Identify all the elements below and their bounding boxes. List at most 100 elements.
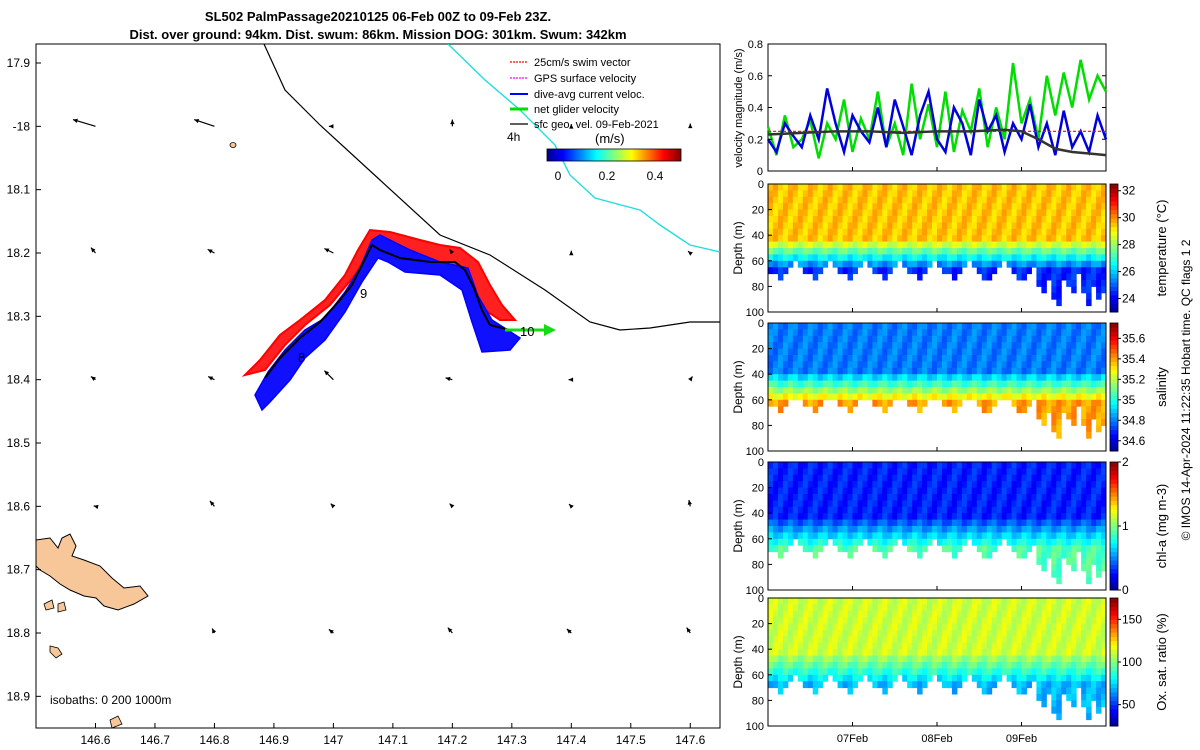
map-x-tick-label: 147 xyxy=(323,733,343,747)
map-y-tick-label: 18.3 xyxy=(7,309,31,323)
profile-cell xyxy=(872,474,878,482)
profile-cell xyxy=(951,526,958,533)
profile-cell xyxy=(1061,630,1067,637)
profile-cell xyxy=(1101,248,1107,255)
profile-cell xyxy=(1096,367,1102,375)
small-island-5 xyxy=(109,715,123,728)
profile-cell xyxy=(832,610,839,618)
profile-cell xyxy=(941,630,948,637)
profile-cell xyxy=(1026,348,1032,356)
profile-cell xyxy=(907,545,913,553)
profile-cell xyxy=(951,209,958,217)
profile-cell xyxy=(1086,617,1092,625)
profile-cell xyxy=(777,248,784,255)
profile-cell xyxy=(1016,545,1022,553)
profile-cell xyxy=(1096,617,1102,625)
profile-cell xyxy=(857,526,863,533)
profile-cell xyxy=(912,241,918,249)
profile-cell xyxy=(991,209,998,217)
profile-cell xyxy=(1086,564,1092,572)
surface-velocity-arrowhead xyxy=(686,627,691,633)
profile-cell xyxy=(907,190,913,198)
profile-cell xyxy=(922,241,928,249)
profile-cell xyxy=(797,500,804,508)
profile-cell xyxy=(1031,655,1037,663)
profile-cell xyxy=(1101,649,1107,657)
profile-cell xyxy=(877,487,883,495)
profile-cell xyxy=(892,393,898,401)
profile-cell xyxy=(941,235,948,243)
profile-cell xyxy=(986,551,993,559)
profile-cell xyxy=(852,636,858,644)
profile-cell xyxy=(827,348,834,356)
profile-cell xyxy=(941,228,948,236)
map-y-tick-label: 18.2 xyxy=(7,246,31,260)
profile-cell xyxy=(1056,630,1062,637)
profile-cell xyxy=(922,355,928,362)
velocity-y-tick-label: 0 xyxy=(757,166,763,178)
profile-cell xyxy=(996,393,1003,401)
profile-cell xyxy=(951,342,958,350)
profile-cell xyxy=(1021,335,1027,343)
profile-cell xyxy=(986,500,993,508)
profile-cell xyxy=(882,500,888,508)
profile-cell xyxy=(787,538,794,546)
profile-cell xyxy=(1101,184,1107,191)
profile-cell xyxy=(946,260,953,268)
profile-cell xyxy=(877,604,883,612)
profile-cell xyxy=(1041,506,1047,514)
profile-cell xyxy=(887,216,893,223)
profile-cell xyxy=(1006,468,1013,476)
profile-cell xyxy=(887,184,893,191)
profile-cell xyxy=(946,513,953,521)
profile-cell xyxy=(922,630,928,637)
profile-cell xyxy=(1071,374,1077,382)
profile-cell xyxy=(917,481,923,489)
profile-cell xyxy=(797,674,804,682)
profile-cell xyxy=(768,662,774,669)
profile-cell xyxy=(872,260,878,268)
profile-cell xyxy=(867,367,873,375)
profile-cell xyxy=(927,361,933,369)
profile-cell xyxy=(937,500,943,508)
profile-cell xyxy=(867,462,873,469)
profile-cell xyxy=(1036,610,1042,618)
profile-cell xyxy=(1071,203,1077,211)
velocity-y-tick-label: 0.6 xyxy=(748,71,763,83)
profile-cell xyxy=(797,481,804,489)
profile-cell xyxy=(817,481,824,489)
profile-cell xyxy=(1096,604,1102,612)
profile-cell xyxy=(917,355,923,362)
profile-cell xyxy=(817,399,824,407)
profile-cell xyxy=(976,216,983,223)
profile-cell xyxy=(892,348,898,356)
profile-cell xyxy=(857,649,863,657)
profile-cell xyxy=(937,348,943,356)
profile-cell xyxy=(996,462,1003,469)
profile-cell xyxy=(1056,700,1062,708)
profile-cell xyxy=(857,513,863,521)
colorbar-tick-label: 34.6 xyxy=(1122,434,1146,448)
profile-cell xyxy=(932,241,938,249)
profile-cell xyxy=(887,630,893,637)
profile-cell xyxy=(867,190,873,198)
profile-cell xyxy=(966,335,973,343)
profile-cell xyxy=(1061,474,1067,482)
profile-cell xyxy=(1036,462,1042,469)
profile-cell xyxy=(1041,196,1047,204)
profile-cell xyxy=(1011,348,1018,356)
colorbar-segment xyxy=(1110,610,1118,616)
profile-cell xyxy=(1071,662,1077,669)
profile-cell xyxy=(1056,254,1062,262)
profile-cell xyxy=(832,348,839,356)
profile-cell xyxy=(827,598,834,605)
profile-cell xyxy=(1066,513,1072,521)
profile-cell xyxy=(961,649,968,657)
profile-cell xyxy=(996,222,1003,230)
profile-cell xyxy=(882,335,888,343)
profile-cell xyxy=(1101,419,1107,426)
profile-cell xyxy=(1076,506,1082,514)
profile-cell xyxy=(768,184,774,191)
profile-cell xyxy=(981,216,988,223)
profile-cell xyxy=(1066,399,1072,407)
